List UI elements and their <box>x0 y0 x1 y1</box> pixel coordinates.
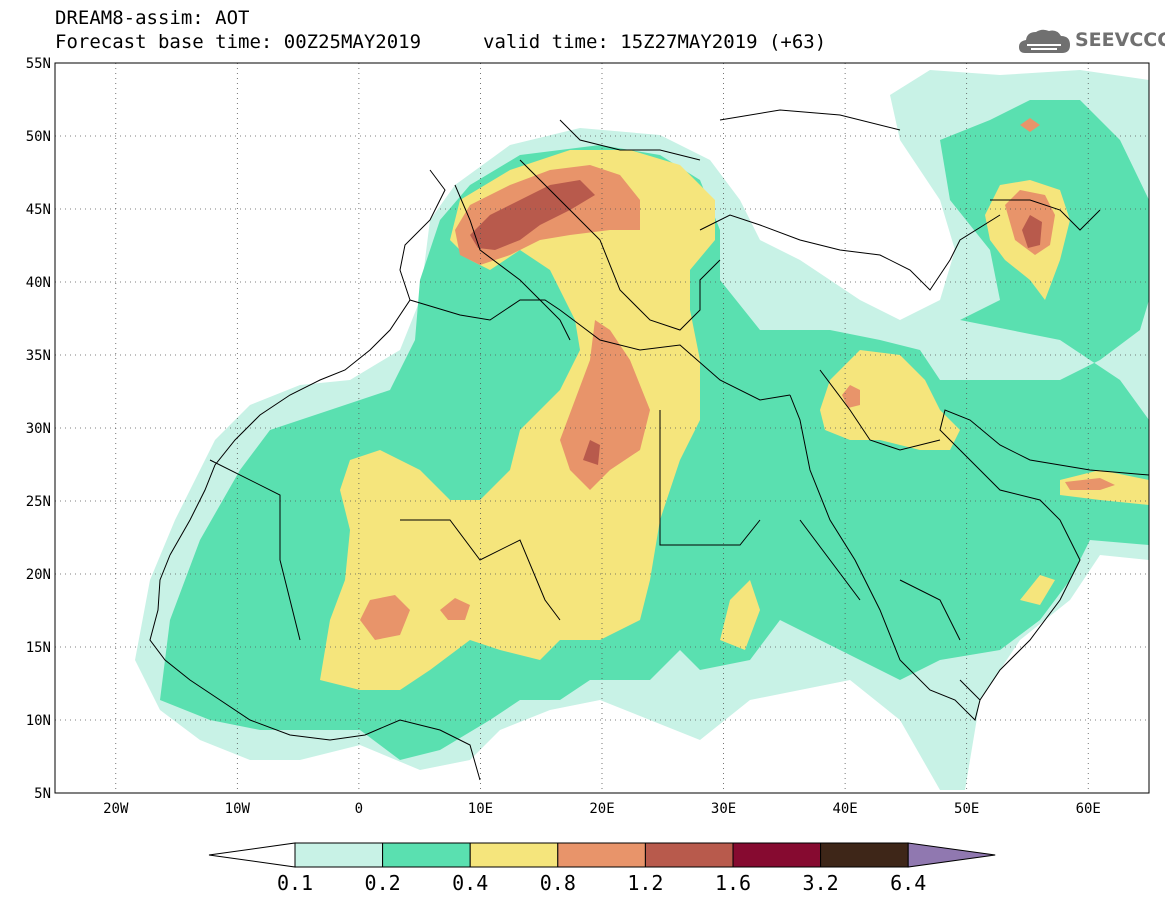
logo-text: SEEVCCC <box>1075 29 1165 51</box>
lon-tick-label: 20W <box>103 801 129 817</box>
map-frame <box>54 62 1150 794</box>
coastline-border <box>519 159 721 331</box>
colorbar-label: 3.2 <box>803 871 839 895</box>
valid-time: valid time: 15Z27MAY2019 (+63) <box>483 31 827 53</box>
colorbar-label: 0.2 <box>365 871 401 895</box>
aot-band-0-8-ukraine <box>1020 118 1040 132</box>
colorbar-label: 0.8 <box>540 871 576 895</box>
aot-band-0-8 <box>560 320 650 490</box>
coastline-border <box>659 410 761 546</box>
colorbar-label: 1.6 <box>715 871 751 895</box>
colorbar-swatch <box>469 842 559 868</box>
lon-tick-label: 10W <box>225 801 251 817</box>
colorbar-label: 6.4 <box>890 871 926 895</box>
lat-tick-label: 5N <box>34 786 51 802</box>
coastline-border <box>899 579 961 641</box>
aot-band-0-4-sudan <box>720 580 760 650</box>
aot-band-0-4 <box>320 150 715 690</box>
aot-band-0-4-oman <box>1020 575 1055 605</box>
colorbar-over-arrow <box>907 842 996 868</box>
colorbar-label: 0.1 <box>277 871 313 895</box>
aot-band-0-4-iraq <box>820 350 960 450</box>
lon-tick-label: 20E <box>589 801 614 817</box>
colorbar-swatch <box>382 842 471 868</box>
coastline-border <box>699 214 1001 291</box>
lat-tick-label: 50N <box>26 129 51 145</box>
lat-tick-label: 40N <box>26 275 51 291</box>
lat-tick-label: 30N <box>26 421 51 437</box>
aot-band-1-2 <box>470 180 595 250</box>
aot-band-1-2-libya <box>583 440 600 465</box>
aot-band-0-8-niger <box>360 595 410 640</box>
coastline-border <box>990 199 1101 231</box>
lon-tick-label: 0 <box>355 801 363 817</box>
map-labels: 5N 10N 15N 20N 25N 30N 35N 40N 45N 50N 55N 20W 10W 0 1… <box>26 56 1101 817</box>
coastline-border <box>819 369 941 451</box>
seevccc-logo: SEEVCCC <box>1017 23 1165 59</box>
coastline-border <box>149 554 481 781</box>
colorbar-swatch <box>557 842 646 868</box>
lat-tick-label: 25N <box>26 494 51 510</box>
coastline-border <box>559 119 701 161</box>
map-title: DREAM8-assim: AOT <box>55 7 250 29</box>
lon-tick-label: 10E <box>468 801 493 817</box>
lon-tick-label: 40E <box>832 801 857 817</box>
lon-tick-label: 50E <box>954 801 979 817</box>
lon-tick-label: 60E <box>1076 801 1101 817</box>
aot-band-0-8-chad <box>440 598 470 620</box>
coastline-border <box>789 394 981 721</box>
colorbar-swatch <box>644 842 734 868</box>
colorbar-swatch <box>732 842 822 868</box>
map-lines <box>55 63 1149 793</box>
coastline-border <box>799 519 861 601</box>
aot-band-1-2-russia <box>1022 215 1042 248</box>
forecast-base-time: Forecast base time: 00Z25MAY2019 <box>55 31 422 53</box>
aot-band-0-8-iraq <box>842 385 860 408</box>
colorbar-label: 0.4 <box>452 871 488 895</box>
coastline-border <box>454 184 571 341</box>
coastline-border <box>409 299 791 401</box>
colorbar-swatch <box>820 842 909 868</box>
lat-tick-label: 20N <box>26 567 51 583</box>
coastline-border <box>719 109 901 131</box>
lat-tick-label: 45N <box>26 202 51 218</box>
lat-tick-label: 55N <box>26 56 51 72</box>
colorbar-label: 1.2 <box>627 871 663 895</box>
coastline-border <box>959 449 1081 701</box>
coastline-border <box>209 459 301 641</box>
lon-tick-label: 30E <box>711 801 736 817</box>
lat-tick-label: 10N <box>26 713 51 729</box>
aot-shading <box>135 70 1149 790</box>
coastline-border <box>400 519 561 621</box>
coastline-border <box>939 409 1149 476</box>
coastline-border <box>169 169 446 556</box>
lat-tick-label: 15N <box>26 640 51 656</box>
aot-band-0-8-iran <box>1065 478 1115 490</box>
colorbar-under-arrow <box>208 842 296 868</box>
colorbar-swatch <box>294 842 384 868</box>
lat-tick-label: 35N <box>26 348 51 364</box>
cloud-icon <box>1019 29 1070 53</box>
